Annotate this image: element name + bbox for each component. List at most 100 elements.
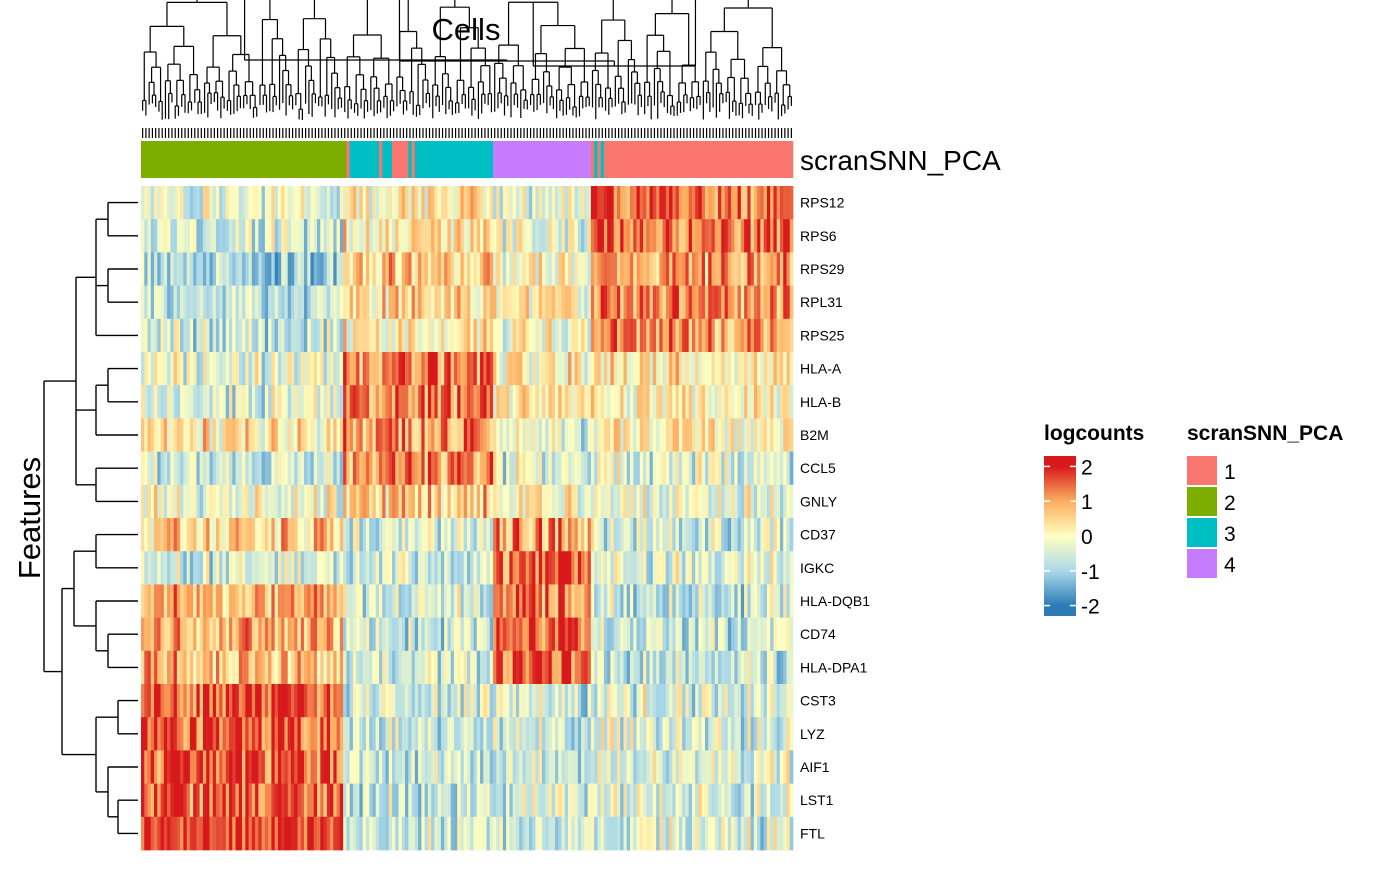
heatmap-cell	[688, 684, 693, 718]
heatmap-cell	[750, 584, 755, 618]
heatmap-cell	[202, 518, 207, 552]
heatmap-cell	[708, 684, 712, 718]
heatmap-cell	[750, 717, 755, 751]
heatmap-cell	[639, 352, 644, 386]
heatmap-cell	[724, 783, 729, 818]
heatmap-cell	[294, 650, 298, 685]
heatmap-cell	[502, 186, 507, 220]
heatmap-cell	[555, 584, 559, 618]
heatmap-cell	[646, 684, 650, 718]
heatmap-cell	[173, 650, 178, 685]
heatmap-cell	[584, 418, 588, 452]
heatmap-cell	[362, 318, 367, 353]
heatmap-cell	[538, 285, 543, 320]
heatmap-cell	[783, 219, 787, 253]
row-label: HLA-DQB1	[800, 593, 870, 609]
heatmap-cell	[486, 717, 491, 751]
heatmap-cell	[522, 484, 527, 519]
heatmap-cell	[480, 252, 484, 286]
heatmap-cell	[408, 617, 412, 652]
heatmap-cell	[770, 285, 774, 320]
heatmap-cell	[405, 584, 409, 618]
heatmap-cell	[463, 186, 468, 220]
heatmap-cell	[189, 617, 194, 652]
heatmap-cell	[418, 285, 422, 320]
heatmap-cell	[545, 783, 549, 818]
heatmap-cell	[460, 584, 465, 618]
heatmap-cell	[639, 617, 644, 652]
heatmap-cell	[199, 684, 204, 718]
heatmap-cell	[284, 750, 289, 784]
heatmap-cell	[444, 219, 448, 253]
heatmap-cell	[258, 219, 262, 253]
heatmap-cell	[395, 750, 399, 784]
heatmap-cell	[519, 418, 523, 452]
heatmap-cell	[571, 418, 575, 452]
heatmap-cell	[421, 318, 425, 353]
heatmap-cell	[375, 418, 380, 452]
heatmap-cell	[232, 518, 236, 552]
heatmap-cell	[346, 418, 350, 452]
heatmap-cell	[652, 385, 657, 419]
heatmap-cell	[704, 650, 709, 685]
heatmap-cell	[613, 352, 618, 386]
heatmap-cell	[656, 484, 660, 519]
heatmap-cell	[574, 484, 579, 519]
heatmap-cell	[594, 617, 598, 652]
heatmap-cell	[747, 318, 751, 353]
heatmap-cell	[603, 219, 608, 253]
heatmap-cell	[731, 684, 735, 718]
heatmap-cell	[639, 584, 644, 618]
heatmap-cell	[258, 252, 262, 286]
heatmap-cell	[724, 418, 729, 452]
heatmap-cell	[453, 418, 458, 452]
heatmap-cell	[290, 451, 295, 486]
heatmap-cell	[691, 816, 696, 851]
heatmap-cell	[532, 783, 536, 818]
heatmap-cell	[307, 684, 311, 718]
heatmap-cell	[714, 352, 719, 386]
heatmap-cell	[193, 717, 197, 751]
heatmap-cell	[434, 584, 439, 618]
heatmap-cell	[662, 551, 667, 585]
heatmap-cell	[509, 750, 513, 784]
heatmap-cell	[718, 783, 722, 818]
heatmap-cell	[633, 551, 637, 585]
heatmap-cell	[424, 451, 429, 486]
heatmap-cell	[630, 617, 634, 652]
heatmap-cell	[783, 418, 787, 452]
heatmap-cell	[242, 617, 246, 652]
heatmap-cell	[170, 584, 174, 618]
heatmap-cell	[603, 684, 608, 718]
heatmap-cell	[284, 352, 289, 386]
heatmap-cell	[349, 418, 354, 452]
heatmap-cell	[170, 219, 174, 253]
heatmap-cell	[731, 186, 735, 220]
heatmap-cell	[750, 418, 755, 452]
heatmap-cell	[258, 783, 262, 818]
heatmap-cell	[607, 451, 611, 486]
heatmap-cell	[186, 518, 191, 552]
heatmap-cell	[558, 484, 562, 519]
heatmap-cell	[672, 385, 676, 419]
heatmap-cell	[558, 551, 562, 585]
heatmap-cell	[229, 783, 233, 818]
heatmap-cell	[313, 650, 318, 685]
heatmap-cell	[209, 684, 214, 718]
heatmap-cell	[176, 285, 181, 320]
heatmap-cell	[300, 650, 305, 685]
heatmap-cell	[496, 285, 500, 320]
heatmap-cell	[281, 318, 285, 353]
heatmap-cell	[336, 783, 341, 818]
heatmap-cell	[431, 484, 435, 519]
heatmap-cell	[649, 518, 654, 552]
heatmap-cell	[401, 584, 406, 618]
heatmap-cell	[294, 551, 298, 585]
annotation-segment	[378, 141, 383, 178]
heatmap-cell	[186, 816, 191, 851]
heatmap-cell	[450, 219, 455, 253]
heatmap-cell	[597, 186, 602, 220]
row-label: FTL	[800, 825, 825, 841]
heatmap-cell	[776, 318, 781, 353]
heatmap-cell	[222, 518, 227, 552]
